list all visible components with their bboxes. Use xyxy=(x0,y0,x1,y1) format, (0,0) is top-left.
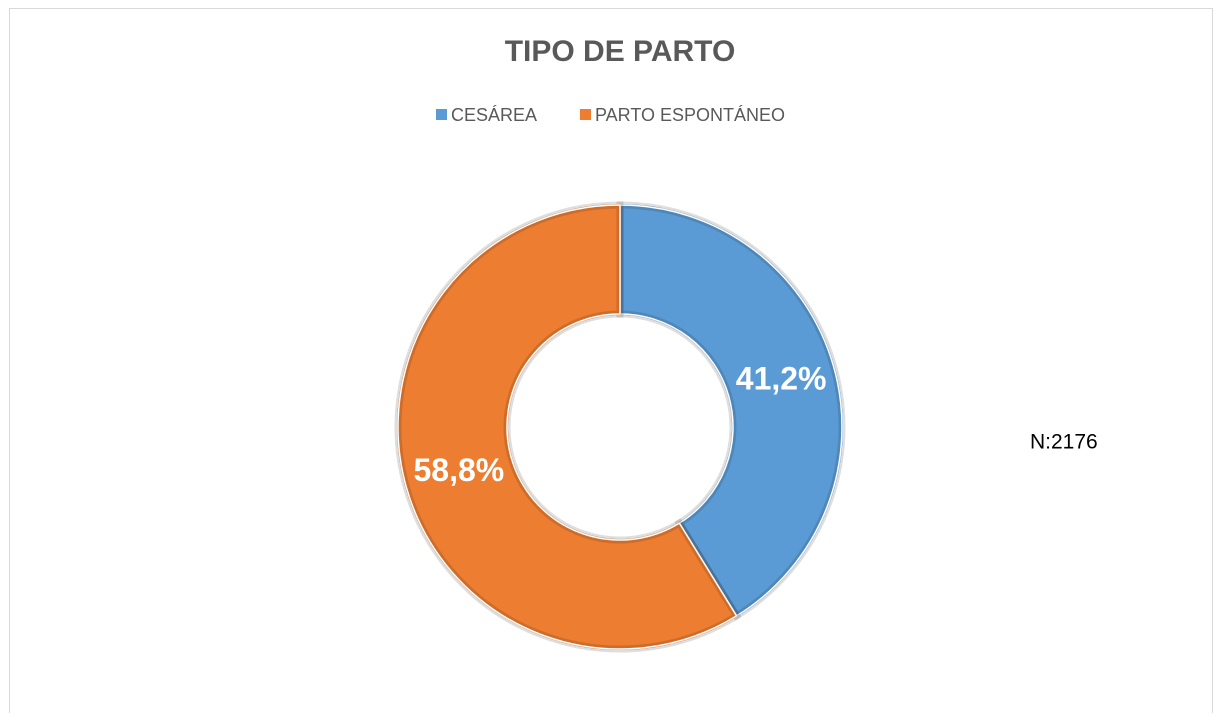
legend-swatch xyxy=(436,109,447,120)
legend-label: CESÁREA xyxy=(451,105,537,125)
annotation: N:2176 xyxy=(1030,431,1098,454)
legend-swatch xyxy=(580,109,591,120)
legend-label: PARTO ESPONTÁNEO xyxy=(595,105,785,125)
slice-gap xyxy=(397,204,738,650)
chart-title: TIPO DE PARTO xyxy=(505,35,736,68)
data-label: 41,2% xyxy=(736,361,827,397)
slice-gap xyxy=(619,204,843,617)
data-label: 58,8% xyxy=(413,452,504,488)
